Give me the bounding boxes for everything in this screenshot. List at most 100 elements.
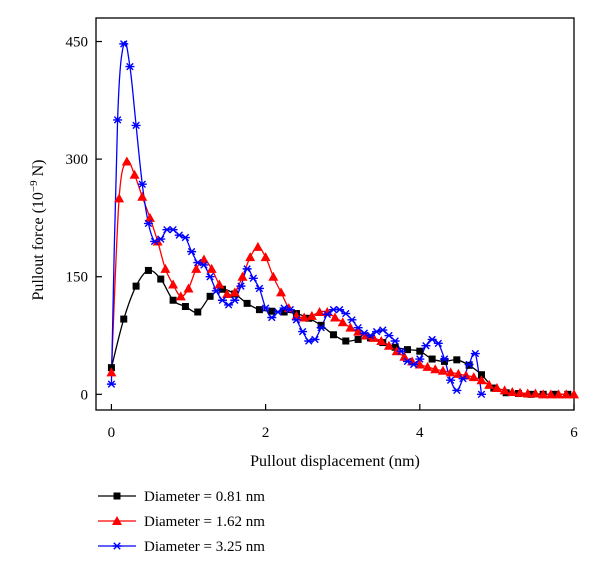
data-point-series-2 [538, 389, 549, 399]
x-tick-label: 0 [108, 425, 116, 441]
data-point-series-3 [476, 390, 486, 399]
data-point-series-3 [168, 225, 178, 234]
data-point-series-1 [342, 337, 350, 345]
legend-label-1: Diameter = 0.81 nm [144, 489, 265, 505]
series-line-2 [110, 160, 574, 396]
data-point-series-2 [121, 156, 132, 166]
data-point-series-1 [268, 307, 276, 315]
data-point-series-2 [569, 389, 579, 399]
y-tick-label: 0 [81, 387, 89, 403]
data-point-series-2 [345, 322, 356, 332]
data-point-series-1 [453, 356, 461, 364]
data-point-series-3 [113, 116, 123, 124]
data-point-series-2 [484, 379, 495, 389]
data-point-series-3 [421, 341, 431, 350]
data-point-series-2 [430, 364, 441, 374]
data-point-series-3 [261, 304, 271, 312]
data-point-series-3 [248, 274, 258, 283]
data-point-series-3 [230, 296, 240, 304]
data-point-series-3 [217, 296, 227, 304]
series-line-1 [110, 269, 568, 396]
data-point-series-2 [337, 317, 348, 327]
data-point-series-2 [198, 254, 209, 264]
data-point-series-2 [229, 287, 240, 297]
legend-label-3: Diameter = 3.25 nm [144, 539, 265, 555]
data-point-series-2 [183, 283, 194, 293]
data-point-series-3 [464, 360, 474, 369]
data-point-series-1 [403, 346, 411, 354]
x-tick-label: 6 [570, 425, 578, 441]
data-point-series-2 [175, 291, 186, 301]
y-tick-label: 150 [66, 270, 89, 286]
data-point-series-2 [530, 388, 541, 398]
data-point-series-3 [452, 386, 462, 395]
data-point-series-1 [416, 347, 424, 355]
data-point-series-3 [267, 313, 277, 322]
series-line-3 [110, 41, 483, 395]
data-point-series-2 [237, 271, 248, 281]
data-point-series-3 [409, 360, 419, 369]
data-point-series-3 [353, 323, 363, 332]
data-point-series-2 [383, 340, 394, 350]
data-point-series-3 [439, 355, 449, 363]
data-point-series-3 [310, 335, 320, 344]
data-point-series-2 [545, 389, 556, 399]
data-point-series-2 [499, 385, 510, 395]
data-point-series-1 [169, 296, 177, 304]
data-point-series-3 [446, 376, 456, 384]
data-point-series-2 [106, 367, 117, 377]
x-axis-title: Pullout displacement (nm) [250, 453, 420, 470]
data-point-series-3 [316, 323, 326, 332]
data-point-series-3 [291, 316, 301, 324]
data-point-series-2 [330, 312, 340, 322]
axis-ticks: 0 2 4 6 0 150 300 450 [66, 35, 579, 441]
x-tick-label: 4 [416, 425, 424, 441]
data-point-series-1 [551, 390, 559, 398]
data-point-series-1 [157, 275, 165, 283]
data-point-series-2 [299, 312, 310, 322]
data-point-series-2 [314, 307, 325, 316]
markers-layer [106, 40, 579, 399]
data-point-series-3 [285, 305, 295, 314]
data-point-series-1 [317, 321, 325, 329]
data-point-series-3 [390, 337, 400, 345]
data-point-series-1 [218, 285, 226, 293]
data-point-series-1 [329, 331, 337, 339]
data-point-series-1 [132, 282, 140, 290]
data-point-series-2 [414, 359, 425, 369]
data-point-series-1 [120, 315, 128, 323]
legend-marker-1 [113, 492, 121, 500]
data-point-series-2 [114, 193, 125, 203]
data-point-series-3 [205, 272, 215, 281]
data-point-series-2 [306, 310, 317, 320]
legend-marker-2 [112, 516, 122, 525]
data-point-series-3 [242, 265, 252, 273]
legend: Diameter = 0.81 nm Diameter = 1.62 nm Diam… [98, 489, 265, 555]
data-point-series-3 [384, 331, 394, 340]
data-point-series-2 [437, 365, 448, 375]
data-point-series-1 [490, 384, 498, 392]
data-point-series-2 [129, 169, 140, 179]
data-point-series-3 [322, 310, 332, 319]
data-point-series-2 [260, 252, 271, 262]
data-point-series-2 [137, 191, 148, 201]
data-point-series-2 [368, 332, 379, 342]
x-tick-label: 2 [262, 425, 270, 441]
data-point-series-2 [445, 367, 456, 377]
data-point-series-2 [553, 389, 564, 399]
data-point-series-3 [224, 301, 234, 309]
legend-label-2: Diameter = 1.62 nm [144, 514, 265, 530]
data-point-series-2 [276, 287, 287, 297]
data-point-series-3 [156, 235, 166, 243]
data-point-series-3 [106, 380, 116, 388]
data-point-series-3 [236, 282, 246, 290]
data-point-series-3 [298, 327, 308, 336]
data-point-series-2 [399, 351, 410, 361]
data-point-series-3 [365, 331, 375, 340]
y-tick-label: 450 [66, 35, 89, 51]
data-point-series-2 [144, 212, 155, 222]
y-axis-title-unit: N) [30, 159, 47, 180]
data-point-series-2 [168, 279, 179, 289]
data-point-series-3 [211, 287, 221, 295]
data-point-series-2 [422, 361, 433, 371]
